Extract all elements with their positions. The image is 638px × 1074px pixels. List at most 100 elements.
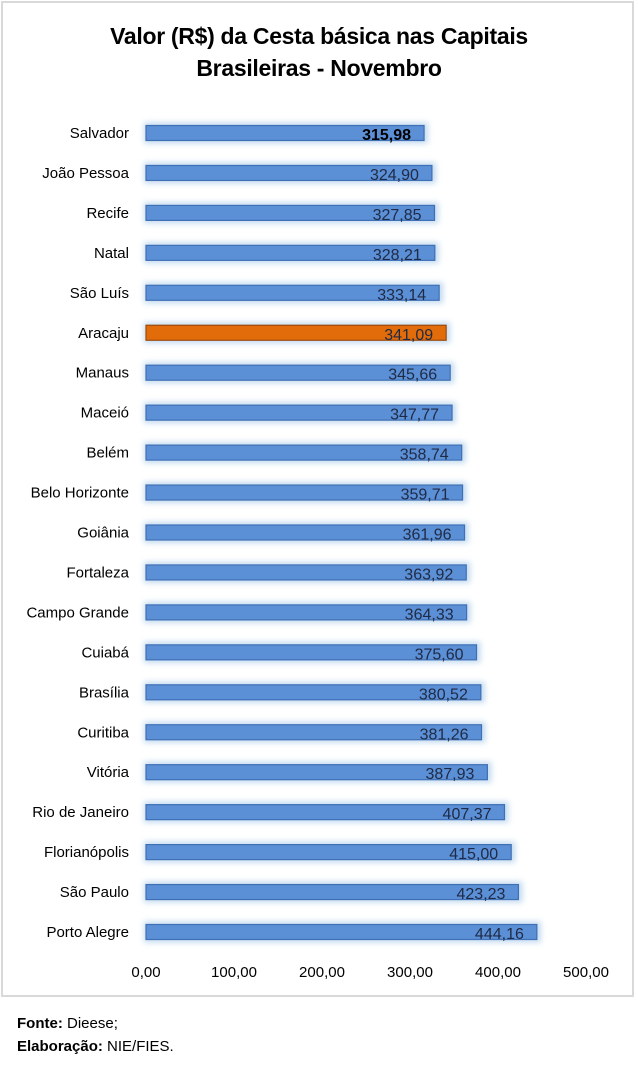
category-label: Curitiba [77,724,129,741]
value-label: 380,52 [419,686,468,703]
bar-group: Florianópolis 415,00 [44,841,516,863]
bar-group: Rio de Janeiro 407,37 [32,801,509,823]
credit-value: NIE/FIES. [102,1038,174,1055]
category-label: Rio de Janeiro [32,804,129,821]
category-label: João Pessoa [42,165,129,182]
bar [145,444,463,461]
bar [145,364,451,381]
bar [145,724,483,741]
value-label: 345,66 [388,367,437,384]
source-line: Fonte: Dieese; [17,1012,174,1035]
bar-group: Goiânia 361,96 [77,522,469,544]
bar-group: Belém 358,74 [86,442,466,464]
bar-group: Curitiba 381,26 [77,721,486,743]
value-label: 381,26 [420,726,469,743]
bar-group: Maceió 347,77 [81,402,457,424]
bar-group: Vitória 387,93 [87,761,492,783]
value-label: 375,60 [415,646,464,663]
category-label: São Luís [70,285,129,302]
bar-group: Salvador 315,98 [70,122,429,144]
x-tick-label: 400,00 [475,964,521,981]
bar [145,923,538,941]
bar [145,284,440,301]
x-tick-label: 500,00 [563,964,609,981]
bar [145,564,467,581]
bar-group: Brasília 380,52 [79,681,485,703]
bar [145,684,482,701]
category-label: Natal [94,245,129,262]
category-label: Porto Alegre [46,924,129,941]
value-label: 444,16 [475,926,524,943]
x-tick-label: 200,00 [299,964,345,981]
bar [145,883,520,901]
bar-group: São Paulo 423,23 [60,881,523,903]
source-label: Fonte: [17,1015,63,1032]
category-label: Belo Horizonte [31,485,129,502]
bar-group: Recife 327,85 [86,202,439,224]
category-label: Cuiabá [81,644,129,661]
category-label: São Paulo [60,884,129,901]
x-axis: 0,00 100,00 200,00 300,00 400,00 500,00 [131,964,609,981]
bars-layer: Salvador 315,98 João Pessoa 324,90 Recife 327… [26,122,541,943]
value-label: 347,77 [390,407,439,424]
value-label: 423,23 [457,886,506,903]
value-label: 361,96 [403,527,452,544]
category-label: Campo Grande [26,604,129,621]
bar [145,124,425,142]
value-label: 324,90 [370,167,419,184]
bar-group: Campo Grande 364,33 [26,601,471,623]
value-label: 415,00 [449,846,498,863]
category-label: Vitória [87,764,130,781]
bar-group: Fortaleza 363,92 [66,561,471,583]
bar [145,244,436,261]
chart-title: Valor (R$) da Cesta básica nas Capitais … [0,20,638,84]
bar [145,484,464,501]
category-label: Goiânia [77,525,129,542]
value-label: 359,71 [401,487,450,504]
value-label: 387,93 [425,766,474,783]
category-label: Maceió [81,405,129,422]
bar-highlight [145,324,447,341]
bar [145,843,512,861]
value-label: 328,21 [373,247,422,264]
x-tick-label: 0,00 [131,964,160,981]
bar [145,604,468,621]
credit-label: Elaboração: [17,1038,103,1055]
bar-group: São Luís 333,14 [70,282,444,304]
footer: Fonte: Dieese; Elaboração: NIE/FIES. [17,1012,174,1058]
bar-group: Belo Horizonte 359,71 [31,482,467,504]
bar [145,204,436,221]
value-label: 358,74 [400,447,449,464]
bar-group: Manaus 345,66 [76,362,455,384]
value-label: 363,92 [404,566,453,583]
bar-group: Porto Alegre 444,16 [46,921,541,943]
bar-group: Natal 328,21 [94,242,439,264]
bar [145,764,488,781]
value-label: 407,37 [443,806,492,823]
bar-chart: Salvador 315,98 João Pessoa 324,90 Recife 327… [26,122,609,981]
bar [145,164,433,182]
value-label: 327,85 [373,207,422,224]
category-label: Florianópolis [44,844,129,861]
x-tick-label: 100,00 [211,964,257,981]
bar [145,524,466,541]
chart-title-line-2: Brasileiras - Novembro [196,55,442,81]
category-label: Fortaleza [66,564,129,581]
value-label: 315,98 [362,127,411,144]
bar [145,404,453,421]
bar-group: Aracaju 341,09 [78,322,451,344]
source-value: Dieese; [62,1015,118,1032]
category-label: Recife [86,205,129,222]
bar [145,804,506,821]
category-label: Belém [86,445,129,462]
value-label: 341,09 [384,327,433,344]
bar [145,644,478,661]
bar-group: João Pessoa 324,90 [42,162,436,184]
category-label: Salvador [70,125,129,142]
credit-line: Elaboração: NIE/FIES. [17,1035,174,1058]
value-label: 364,33 [405,606,454,623]
chart-title-line-1: Valor (R$) da Cesta básica nas Capitais [110,23,528,49]
category-label: Manaus [76,365,129,382]
category-label: Aracaju [78,325,129,342]
x-tick-label: 300,00 [387,964,433,981]
